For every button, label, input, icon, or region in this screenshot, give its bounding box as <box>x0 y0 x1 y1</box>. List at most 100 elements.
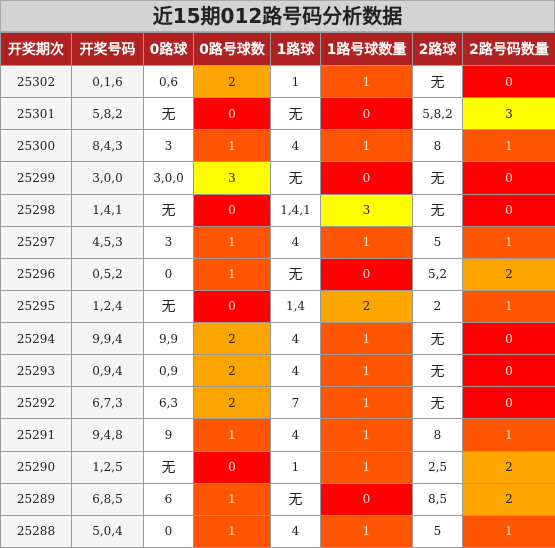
route1-count-cell: 0 <box>320 257 413 291</box>
route2-balls-cell: 5 <box>412 225 463 259</box>
route1-balls-cell: 1,4 <box>270 289 321 324</box>
table-row: 25291 9,4,8 9 1 4 1 8 1 <box>0 418 555 452</box>
route1-count-cell: 1 <box>320 386 413 420</box>
route1-count-cell: 1 <box>320 64 413 99</box>
number-cell: 1,2,5 <box>71 450 144 484</box>
issue-cell: 25302 <box>0 64 72 99</box>
route0-count-cell: 2 <box>193 64 271 99</box>
route0-balls-cell: 0 <box>143 514 194 548</box>
route1-balls-cell: 4 <box>270 418 321 452</box>
route0-balls-cell: 0 <box>143 257 194 291</box>
number-cell: 5,8,2 <box>71 97 144 131</box>
issue-cell: 25295 <box>0 289 72 324</box>
route1-count-cell: 2 <box>320 289 413 324</box>
route0-balls-cell: 无 <box>143 289 194 324</box>
route0-count-cell: 2 <box>193 321 271 356</box>
route0-count-cell: 1 <box>193 257 271 291</box>
route0-balls-cell: 0,9 <box>143 354 194 388</box>
route0-balls-cell: 3 <box>143 129 194 163</box>
route2-balls-cell: 5 <box>412 514 463 548</box>
issue-cell: 25294 <box>0 321 72 356</box>
route2-count-cell: 0 <box>462 386 555 420</box>
table-row: 25292 6,7,3 6,3 2 7 1 无 0 <box>0 386 555 420</box>
route0-balls-cell: 6 <box>143 482 194 516</box>
route2-balls-cell: 5,8,2 <box>412 97 463 131</box>
route1-balls-cell: 4 <box>270 354 321 388</box>
route1-balls-cell: 无 <box>270 97 321 131</box>
issue-cell: 25298 <box>0 193 72 227</box>
table-row: 25294 9,9,4 9,9 2 4 1 无 0 <box>0 321 555 356</box>
number-cell: 1,4,1 <box>71 193 144 227</box>
route1-balls-cell: 4 <box>270 321 321 356</box>
issue-cell: 25290 <box>0 450 72 484</box>
route2-count-cell: 0 <box>462 354 555 388</box>
route1-count-cell: 3 <box>320 193 413 227</box>
route1-balls-cell: 4 <box>270 514 321 548</box>
issue-cell: 25297 <box>0 225 72 259</box>
route0-count-cell: 1 <box>193 514 271 548</box>
analysis-table: 开奖期次 开奖号码 0路球 0路号球数 1路球 1路号球数量 2路球 2路号码数… <box>0 32 555 548</box>
route0-count-cell: 1 <box>193 418 271 452</box>
issue-cell: 25301 <box>0 97 72 131</box>
route0-balls-cell: 6,3 <box>143 386 194 420</box>
route0-balls-cell: 无 <box>143 97 194 131</box>
route2-balls-cell: 5,2 <box>412 257 463 291</box>
header-route2-count: 2路号码数量 <box>462 32 555 66</box>
route1-balls-cell: 7 <box>270 386 321 420</box>
route1-balls-cell: 4 <box>270 129 321 163</box>
route2-count-cell: 2 <box>462 257 555 291</box>
issue-cell: 25299 <box>0 161 72 195</box>
issue-cell: 25292 <box>0 386 72 420</box>
route2-count-cell: 3 <box>462 97 555 131</box>
route2-balls-cell: 无 <box>412 161 463 195</box>
route2-balls-cell: 无 <box>412 64 463 99</box>
route2-count-cell: 1 <box>462 289 555 324</box>
header-route1-count: 1路号球数量 <box>320 32 413 66</box>
header-route0-balls: 0路球 <box>143 32 194 66</box>
route0-balls-cell: 3 <box>143 225 194 259</box>
route2-count-cell: 1 <box>462 225 555 259</box>
route0-count-cell: 0 <box>193 450 271 484</box>
route1-count-cell: 0 <box>320 161 413 195</box>
issue-cell: 25291 <box>0 418 72 452</box>
issue-cell: 25288 <box>0 514 72 548</box>
issue-cell: 25300 <box>0 129 72 163</box>
number-cell: 3,0,0 <box>71 161 144 195</box>
route0-count-cell: 1 <box>193 482 271 516</box>
route1-balls-cell: 1 <box>270 450 321 484</box>
table-row: 25293 0,9,4 0,9 2 4 1 无 0 <box>0 354 555 388</box>
route1-balls-cell: 1,4,1 <box>270 193 321 227</box>
route1-count-cell: 1 <box>320 225 413 259</box>
route2-balls-cell: 无 <box>412 321 463 356</box>
number-cell: 8,4,3 <box>71 129 144 163</box>
route2-count-cell: 0 <box>462 161 555 195</box>
route0-count-cell: 0 <box>193 97 271 131</box>
number-cell: 4,5,3 <box>71 225 144 259</box>
route0-balls-cell: 0,6 <box>143 64 194 99</box>
route0-balls-cell: 9 <box>143 418 194 452</box>
number-cell: 1,2,4 <box>71 289 144 324</box>
route1-count-cell: 1 <box>320 354 413 388</box>
table-row: 25296 0,5,2 0 1 无 0 5,2 2 <box>0 257 555 291</box>
issue-cell: 25289 <box>0 482 72 516</box>
route2-count-cell: 2 <box>462 482 555 516</box>
header-route0-count: 0路号球数 <box>193 32 271 66</box>
route2-count-cell: 1 <box>462 418 555 452</box>
header-route1-balls: 1路球 <box>270 32 321 66</box>
route1-balls-cell: 无 <box>270 482 321 516</box>
route2-count-cell: 0 <box>462 193 555 227</box>
table-row: 25288 5,0,4 0 1 4 1 5 1 <box>0 514 555 548</box>
route2-balls-cell: 8 <box>412 418 463 452</box>
route0-balls-cell: 无 <box>143 450 194 484</box>
route2-count-cell: 1 <box>462 129 555 163</box>
table-row: 25300 8,4,3 3 1 4 1 8 1 <box>0 129 555 163</box>
table-row: 25301 5,8,2 无 0 无 0 5,8,2 3 <box>0 97 555 131</box>
route2-balls-cell: 8,5 <box>412 482 463 516</box>
route1-balls-cell: 4 <box>270 225 321 259</box>
route0-count-cell: 0 <box>193 193 271 227</box>
route1-balls-cell: 1 <box>270 64 321 99</box>
route0-count-cell: 2 <box>193 386 271 420</box>
number-cell: 0,5,2 <box>71 257 144 291</box>
route1-count-cell: 1 <box>320 450 413 484</box>
